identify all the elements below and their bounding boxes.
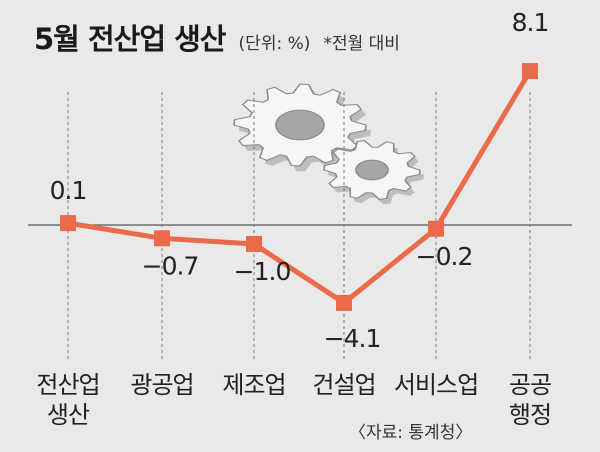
data-label: −0.2 [416, 242, 473, 271]
small-gear-hole [355, 159, 389, 181]
unit-note: (단위: %) [238, 34, 311, 54]
source-note: 〈자료: 통계청〉 [349, 423, 473, 443]
data-point [246, 236, 262, 252]
large-gear-hole [275, 109, 325, 141]
category-label: 공공 [509, 371, 551, 399]
chart-title: 5월 전산업 생산 [34, 22, 226, 56]
data-point [60, 215, 76, 232]
data-point [522, 63, 538, 80]
gears-icon [233, 83, 424, 205]
category-label: 행정 [509, 401, 551, 429]
data-point [336, 294, 352, 311]
data-label: 8.1 [512, 8, 549, 37]
data-label: 0.1 [50, 176, 87, 205]
category-label: 광공업 [130, 371, 193, 399]
category-label: 생산 [47, 401, 90, 429]
data-label: −4.1 [324, 324, 381, 353]
category-label: 서비스업 [394, 371, 478, 399]
data-label: −0.7 [142, 251, 199, 280]
axis-layer [28, 92, 572, 362]
data-point [428, 220, 444, 237]
series-line [65, 68, 533, 306]
data-label: −1.0 [234, 257, 291, 286]
category-label: 전산업 [36, 371, 99, 399]
chart-header: 5월 전산업 생산 (단위: %) *전월 대비 [34, 16, 400, 58]
data-point [154, 230, 170, 247]
comparison-note: *전월 대비 [323, 34, 400, 54]
small-gear [323, 140, 424, 205]
category-label: 제조업 [222, 371, 285, 399]
category-label: 건설업 [312, 371, 375, 399]
